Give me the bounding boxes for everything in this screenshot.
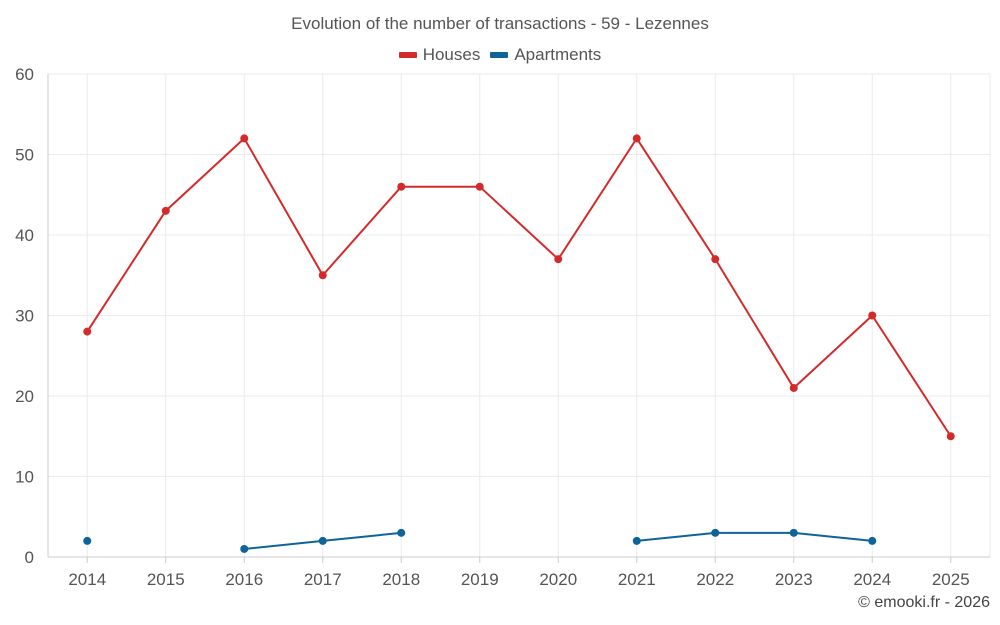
data-point-houses-2023[interactable]	[789, 383, 798, 392]
series-houses	[83, 134, 955, 441]
series-houses-segment	[243, 137, 324, 277]
data-point-houses-2016[interactable]	[240, 134, 249, 143]
data-point-houses-2018[interactable]	[397, 182, 406, 191]
x-tick-label: 2022	[696, 570, 734, 589]
data-point-houses-2014[interactable]	[83, 327, 92, 336]
axes	[47, 74, 990, 563]
series-houses-segment	[164, 137, 246, 212]
series-apartments-segment	[635, 531, 717, 542]
series-houses-segment	[714, 258, 795, 389]
grid-lines	[48, 73, 991, 557]
x-tick-label: 2015	[147, 570, 185, 589]
legend-item-houses[interactable]: Houses	[398, 45, 481, 65]
y-axis-tick-labels: 0 10 20 30 40 50 60	[15, 65, 34, 567]
series-apartments-segment	[792, 531, 874, 542]
y-tick-label: 30	[15, 307, 34, 326]
data-point-houses-2021[interactable]	[632, 134, 641, 143]
x-tick-label: 2016	[225, 570, 263, 589]
data-point-houses-2017[interactable]	[318, 271, 327, 280]
legend-label-houses: Houses	[422, 45, 481, 64]
series-apartments	[83, 528, 877, 553]
chart-title: Evolution of the number of transactions …	[291, 14, 709, 33]
series-houses-segment	[792, 314, 874, 389]
data-point-apartments-2017[interactable]	[318, 536, 327, 545]
x-tick-label: 2018	[382, 570, 420, 589]
x-axis-tick-labels: 2014 2015 2016 2017 2018 2019 2020 2021 2022 2023…	[68, 570, 969, 589]
chart-legend: Houses Apartments	[0, 45, 1000, 65]
series-houses-segment	[635, 137, 717, 261]
x-tick-label: 2020	[539, 570, 577, 589]
series-houses-segment	[557, 137, 638, 261]
x-tick-label: 2019	[461, 570, 499, 589]
x-tick-label: 2023	[775, 570, 813, 589]
data-point-apartments-2016[interactable]	[240, 544, 249, 553]
series-apartments-segment	[243, 539, 324, 550]
x-tick-label: 2024	[853, 570, 891, 589]
watermark: © emooki.fr - 2026	[858, 594, 990, 611]
data-point-apartments-2022[interactable]	[711, 528, 720, 537]
x-tick-label: 2017	[304, 570, 342, 589]
data-point-apartments-2021[interactable]	[632, 536, 641, 545]
y-tick-label: 20	[15, 387, 34, 406]
y-tick-label: 50	[15, 146, 34, 165]
data-point-houses-2025[interactable]	[946, 432, 955, 441]
series-houses-segment	[86, 209, 167, 333]
x-tick-label: 2021	[618, 570, 656, 589]
series-houses-segment	[478, 185, 560, 261]
data-point-houses-2022[interactable]	[711, 255, 720, 264]
data-point-houses-2024[interactable]	[868, 311, 877, 320]
x-tick-label: 2014	[68, 570, 106, 589]
y-tick-label: 40	[15, 226, 34, 245]
legend-item-apartments[interactable]: Apartments	[490, 45, 601, 65]
legend-swatch-apartments	[490, 52, 509, 58]
data-point-apartments-2018[interactable]	[397, 528, 406, 537]
data-point-houses-2019[interactable]	[475, 182, 484, 191]
data-point-apartments-2024[interactable]	[868, 536, 877, 545]
data-point-apartments-2014[interactable]	[83, 536, 92, 545]
legend-label-apartments: Apartments	[514, 45, 602, 64]
data-point-apartments-2023[interactable]	[789, 528, 798, 537]
series-apartments-segment	[321, 531, 403, 542]
y-tick-label: 0	[25, 548, 34, 567]
data-point-houses-2015[interactable]	[161, 206, 170, 215]
data-point-houses-2020[interactable]	[554, 255, 563, 264]
series-group	[83, 134, 955, 553]
series-houses-segment	[871, 314, 952, 438]
y-tick-label: 10	[15, 468, 34, 487]
y-tick-label: 60	[15, 65, 34, 84]
x-tick-label: 2025	[932, 570, 970, 589]
legend-swatch-houses	[398, 52, 417, 58]
series-houses-segment	[321, 185, 403, 277]
